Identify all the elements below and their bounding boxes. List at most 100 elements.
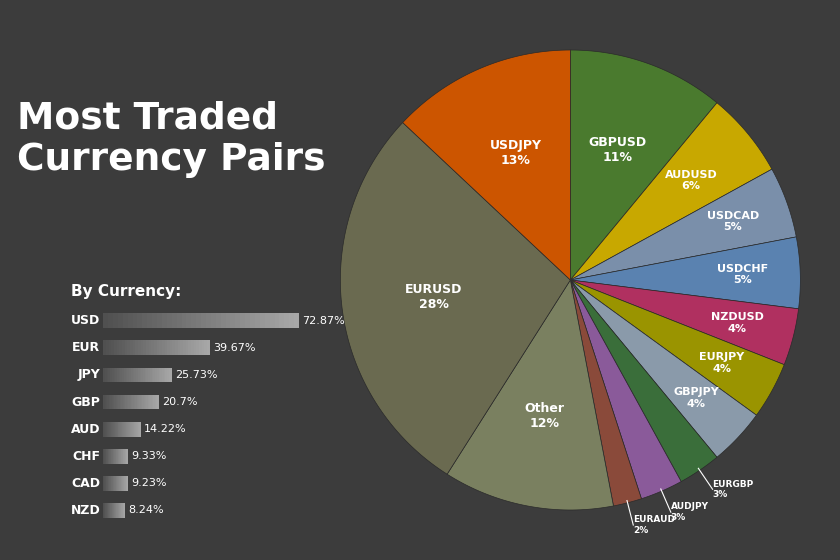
Bar [120, 367, 122, 382]
Bar [162, 340, 165, 356]
Bar [113, 395, 114, 409]
Bar [126, 422, 127, 437]
Bar [197, 340, 199, 356]
Bar [128, 367, 129, 382]
Bar [117, 422, 118, 437]
Bar [133, 395, 134, 409]
Bar [104, 422, 105, 437]
Bar [108, 395, 110, 409]
Bar [140, 340, 143, 356]
Bar [255, 314, 260, 328]
Bar [115, 367, 117, 382]
Bar [153, 395, 155, 409]
Polygon shape [570, 280, 799, 365]
Bar [143, 340, 146, 356]
Text: CAD: CAD [71, 477, 100, 490]
Bar [117, 395, 118, 409]
Bar [183, 340, 186, 356]
Bar [103, 314, 108, 328]
Bar [109, 422, 110, 437]
Bar [122, 340, 124, 356]
Bar [116, 395, 117, 409]
Bar [131, 422, 132, 437]
Bar [157, 314, 162, 328]
Polygon shape [570, 280, 757, 457]
Polygon shape [340, 123, 570, 474]
Bar [108, 340, 111, 356]
Polygon shape [570, 280, 681, 499]
Bar [129, 422, 130, 437]
Bar [139, 395, 141, 409]
Bar [112, 422, 113, 437]
Bar [194, 340, 197, 356]
Bar [113, 314, 118, 328]
Bar [125, 395, 127, 409]
Bar [113, 422, 115, 437]
Polygon shape [570, 280, 642, 506]
Bar [270, 314, 275, 328]
Bar [178, 340, 181, 356]
Bar [164, 367, 165, 382]
Bar [142, 395, 144, 409]
Bar [146, 395, 148, 409]
Bar [285, 314, 289, 328]
Text: AUD: AUD [71, 423, 100, 436]
Text: Other
12%: Other 12% [524, 402, 564, 430]
Bar [133, 314, 138, 328]
Bar [240, 314, 245, 328]
Bar [154, 340, 156, 356]
Bar [139, 367, 141, 382]
Bar [151, 367, 154, 382]
Bar [127, 395, 129, 409]
Bar [151, 340, 154, 356]
Polygon shape [570, 280, 717, 482]
Bar [188, 340, 192, 356]
Bar [137, 395, 138, 409]
Bar [169, 367, 171, 382]
Bar [167, 340, 170, 356]
Bar [144, 367, 146, 382]
Bar [230, 314, 235, 328]
Bar [157, 395, 159, 409]
Bar [170, 340, 172, 356]
Bar [148, 367, 150, 382]
Bar [118, 395, 120, 409]
Bar [138, 314, 142, 328]
Text: GBPJPY
4%: GBPJPY 4% [673, 388, 719, 409]
Bar [135, 340, 138, 356]
Bar [148, 395, 149, 409]
Bar [103, 422, 104, 437]
Bar [156, 340, 159, 356]
Bar [197, 314, 201, 328]
Bar [124, 395, 125, 409]
Bar [113, 367, 115, 382]
Bar [119, 340, 122, 356]
Text: AUDUSD
6%: AUDUSD 6% [664, 170, 717, 191]
Bar [150, 367, 151, 382]
Text: 9.23%: 9.23% [131, 478, 166, 488]
Bar [172, 340, 176, 356]
Bar [111, 340, 114, 356]
Bar [108, 422, 109, 437]
Bar [110, 422, 111, 437]
Bar [117, 340, 119, 356]
Bar [135, 395, 137, 409]
Bar [125, 422, 126, 437]
Bar [128, 314, 133, 328]
Text: NZD: NZD [71, 504, 100, 517]
Polygon shape [570, 169, 796, 280]
Bar [159, 340, 162, 356]
Bar [181, 314, 186, 328]
Bar [136, 422, 137, 437]
Bar [146, 367, 148, 382]
Bar [294, 314, 299, 328]
Bar [199, 340, 202, 356]
Bar [110, 395, 112, 409]
Bar [206, 314, 211, 328]
Bar [134, 367, 136, 382]
Bar [186, 314, 192, 328]
Bar [106, 340, 108, 356]
Polygon shape [570, 237, 801, 309]
Bar [130, 340, 133, 356]
Bar [181, 340, 183, 356]
